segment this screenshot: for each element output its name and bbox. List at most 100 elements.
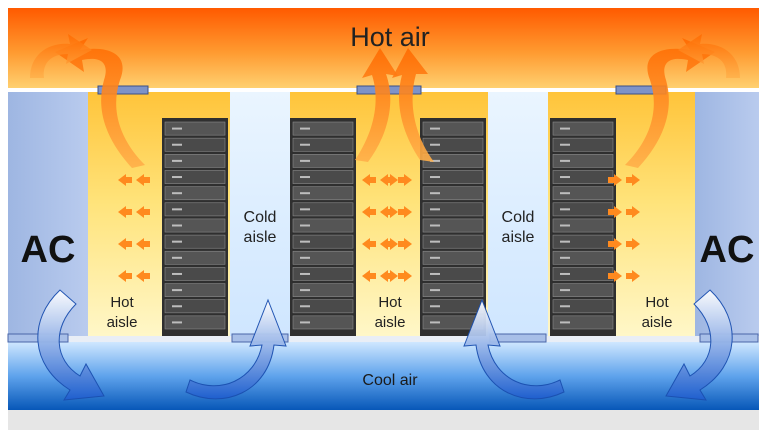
rack-unit-indicator (430, 289, 440, 292)
hot-air-chevron (626, 238, 640, 250)
rack-unit-indicator (172, 208, 182, 211)
hot-air-to-ac-left-arrow (30, 34, 92, 78)
rack-unit-indicator (560, 224, 570, 227)
rack-server-unit (552, 250, 614, 265)
rack-server-unit (422, 202, 484, 217)
rack-unit-indicator (560, 272, 570, 275)
rack-unit-indicator (560, 176, 570, 179)
hot-air-chevron (362, 174, 376, 186)
rack-unit-indicator (430, 240, 440, 243)
rack-server-unit (164, 218, 226, 233)
hot-air-chevron (398, 206, 412, 218)
hot-air-chevron (398, 270, 412, 282)
rack-server-unit (422, 267, 484, 281)
rack-unit-indicator (560, 127, 570, 130)
rack-unit-indicator (172, 192, 182, 195)
hot-aisle-1-label-line1: Hot (110, 294, 134, 311)
hot-air-chevron (384, 270, 398, 282)
cold-aisle-1-label-line2: aisle (244, 229, 277, 246)
rack-server-unit (164, 202, 226, 217)
rack-server-unit (164, 137, 226, 152)
cold-aisle-2-label-line2: aisle (502, 229, 535, 246)
rack-server-unit (422, 250, 484, 265)
rack-server-unit (422, 234, 484, 249)
rack-server-unit (164, 170, 226, 184)
hot-air-chevron (384, 174, 398, 186)
rack-server-unit (164, 234, 226, 249)
cool-air-label: Cool air (362, 372, 418, 389)
rack-server-unit (292, 121, 354, 136)
rack-unit-indicator (300, 321, 310, 324)
hot-air-chevron (608, 206, 622, 218)
hot-air-chevron (626, 174, 640, 186)
rack-unit-indicator (430, 176, 440, 179)
hot-air-label: Hot air (350, 22, 430, 52)
rack-server-unit (552, 121, 614, 136)
rack-unit-indicator (560, 208, 570, 211)
rack-server-unit (552, 315, 614, 330)
rack-server-unit (292, 267, 354, 281)
hot-air-chevron (118, 238, 132, 250)
rack-server-unit (422, 186, 484, 201)
cold-air-arrow-left-ac (37, 289, 105, 401)
rack-unit-indicator (300, 224, 310, 227)
rack-unit-indicator (560, 256, 570, 259)
rack-unit-indicator (172, 289, 182, 292)
rack-server-unit (292, 299, 354, 314)
rack-server-unit (164, 267, 226, 281)
hot-air-chevron (362, 238, 376, 250)
rack-unit-indicator (560, 159, 570, 162)
rack-unit-indicator (430, 159, 440, 162)
rack-server-unit (422, 121, 484, 136)
rack-unit-indicator (172, 176, 182, 179)
rack-unit-indicator (430, 143, 440, 146)
rack-unit-indicator (430, 256, 440, 259)
hot-aisle-3-label-line1: Hot (645, 294, 669, 311)
rack-server-unit (422, 170, 484, 184)
hot-air-return-arrow-right (625, 38, 715, 168)
rack-server-unit (292, 234, 354, 249)
hot-air-chevron (398, 174, 412, 186)
server-rack (420, 118, 486, 336)
cold-air-arrow-cold-aisle-2 (463, 298, 565, 400)
rack-unit-indicator (300, 143, 310, 146)
ac-unit-left (8, 92, 88, 336)
rack-server-unit (552, 283, 614, 297)
rack-server-unit (422, 154, 484, 168)
cold-air-arrow-cold-aisle-1 (185, 298, 287, 400)
bottom-band (8, 410, 759, 430)
ac-left-label: AC (21, 229, 76, 271)
rack-unit-indicator (172, 240, 182, 243)
rack-unit-indicator (300, 272, 310, 275)
rack-unit-indicator (430, 305, 440, 308)
rack-unit-indicator (560, 321, 570, 324)
rack-unit-indicator (430, 192, 440, 195)
rack-server-unit (292, 283, 354, 297)
hot-air-chevron (608, 238, 622, 250)
rack-server-unit (164, 250, 226, 265)
cold-aisle-2-label-line1: Cold (502, 209, 535, 226)
rack-unit-indicator (172, 272, 182, 275)
server-rack (550, 118, 616, 336)
rack-unit-indicator (430, 224, 440, 227)
hot-aisle-2-label-line2: aisle (375, 314, 406, 331)
rack-server-unit (164, 154, 226, 168)
server-rack (162, 118, 228, 336)
cold-air-arrow-right-ac (665, 289, 733, 401)
hot-air-chevron (118, 174, 132, 186)
rack-unit-indicator (430, 208, 440, 211)
hot-air-chevron (384, 238, 398, 250)
hot-air-chevron (118, 206, 132, 218)
hot-air-chevron (384, 206, 398, 218)
ceiling-vent-left (97, 85, 149, 95)
server-rack (290, 118, 356, 336)
rack-unit-indicator (560, 305, 570, 308)
rack-server-unit (164, 315, 226, 330)
rack-unit-indicator (172, 321, 182, 324)
rack-unit-indicator (172, 127, 182, 130)
rack-unit-indicator (172, 224, 182, 227)
ac-right-label: AC (700, 229, 755, 271)
hot-air-chevron (626, 206, 640, 218)
hot-air-chevron (362, 270, 376, 282)
